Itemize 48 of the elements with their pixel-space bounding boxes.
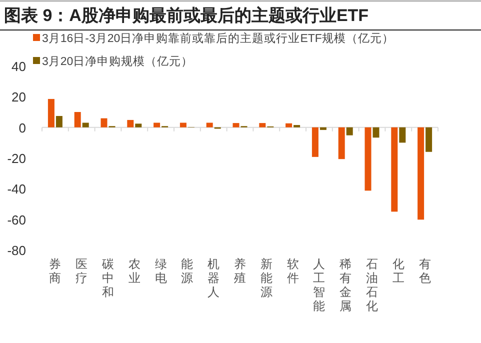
bar bbox=[56, 116, 62, 128]
x-tick-label: 机器人 bbox=[208, 257, 220, 299]
legend-label: 3月16日-3月20日净申购靠前或靠后的主题或行业ETF规模（亿元） bbox=[42, 31, 394, 45]
x-tick-label: 碳中和 bbox=[101, 257, 114, 299]
bar bbox=[312, 127, 318, 157]
bar bbox=[74, 112, 81, 128]
bar bbox=[391, 127, 398, 212]
title: 图表 9：A股净申购最前或最后的主题或行业ETF bbox=[4, 6, 369, 25]
bar bbox=[100, 118, 108, 128]
x-tick-label: 化工 bbox=[392, 257, 404, 285]
bar bbox=[286, 123, 292, 128]
x-tick-label: 石油石化 bbox=[366, 257, 378, 313]
x-tick-label: 软件 bbox=[286, 257, 299, 285]
bar bbox=[232, 123, 240, 128]
bar bbox=[48, 98, 54, 128]
bar bbox=[372, 127, 380, 138]
x-tick-label: 农业 bbox=[128, 257, 140, 285]
bar bbox=[206, 122, 213, 128]
bar bbox=[259, 123, 266, 128]
bar bbox=[82, 122, 89, 128]
bar bbox=[399, 127, 406, 143]
bar bbox=[338, 127, 345, 160]
y-tick-label: -20 bbox=[7, 151, 26, 166]
bar bbox=[135, 124, 142, 128]
bar bbox=[180, 122, 186, 128]
y-tick-label: 40 bbox=[12, 59, 26, 74]
x-tick-label: 稀有金属 bbox=[340, 257, 352, 313]
x-tick-label: 养殖 bbox=[234, 257, 246, 285]
bar bbox=[127, 120, 134, 128]
legend-label: 3月20日净申购规模（亿元） bbox=[42, 55, 194, 68]
bar bbox=[320, 127, 326, 130]
x-tick-label: 绿电 bbox=[154, 257, 167, 285]
bar bbox=[154, 122, 160, 128]
x-tick-label: 人工智能 bbox=[313, 257, 326, 313]
y-tick-label: -40 bbox=[7, 182, 26, 197]
x-tick-label: 券商 bbox=[49, 257, 62, 285]
bar bbox=[364, 127, 372, 191]
y-tick-label: -80 bbox=[7, 243, 26, 258]
bar bbox=[346, 127, 353, 136]
y-tick-label: 20 bbox=[12, 90, 26, 105]
y-tick-label: -60 bbox=[7, 212, 26, 228]
x-tick-label: 医疗 bbox=[76, 257, 88, 285]
x-tick-label: 有色 bbox=[418, 257, 431, 285]
bar bbox=[426, 127, 432, 152]
x-tick-label: 能源 bbox=[181, 257, 194, 285]
x-tick-label: 新能源 bbox=[260, 257, 272, 299]
y-tick-label: 0 bbox=[18, 120, 26, 136]
bar bbox=[418, 127, 424, 220]
